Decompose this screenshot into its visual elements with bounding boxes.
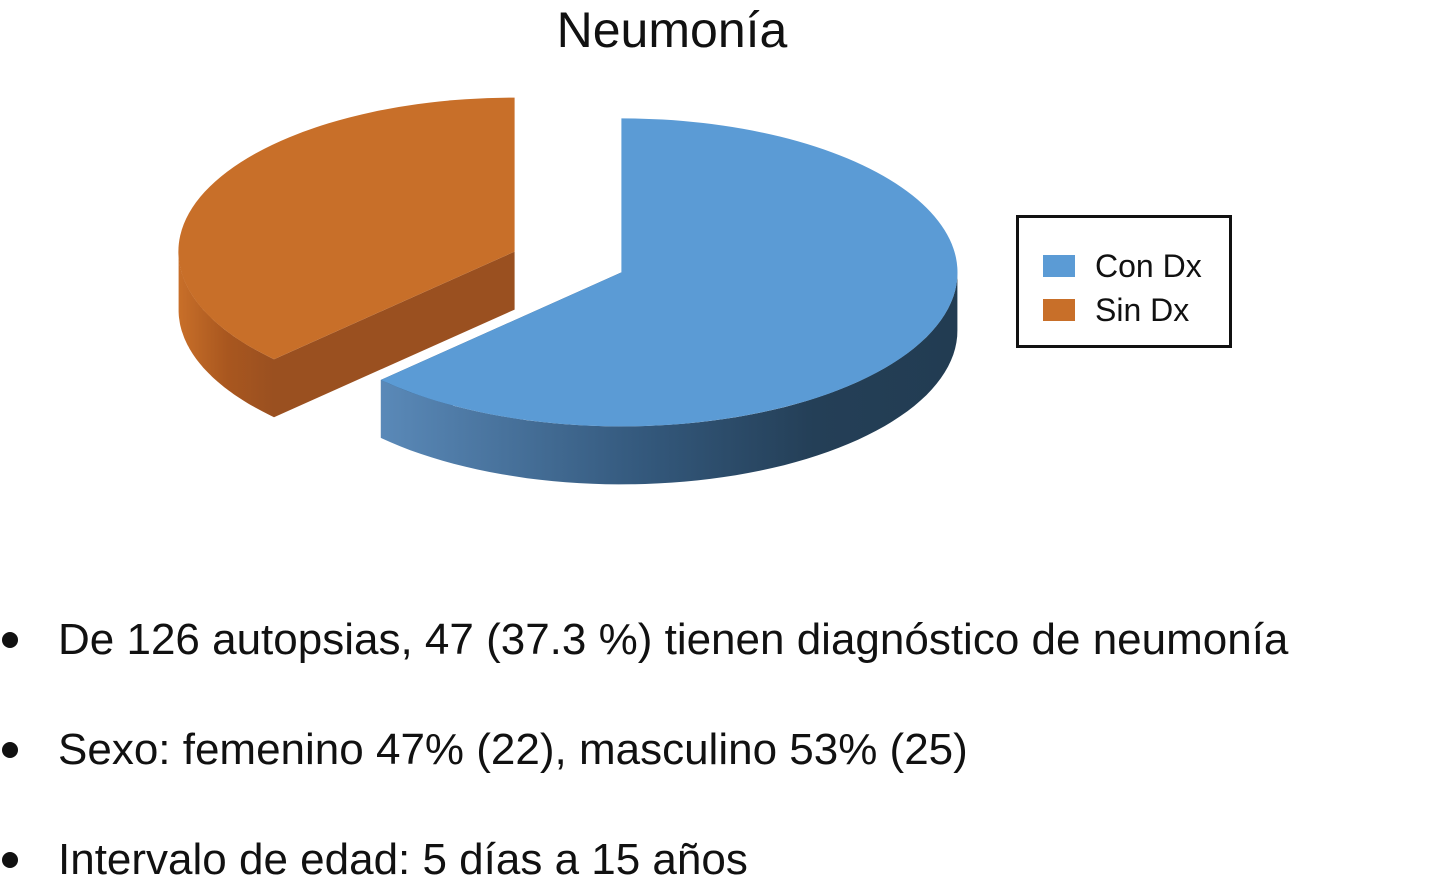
bullet-dot-icon	[2, 742, 18, 758]
bullet-text: De 126 autopsias, 47 (37.3 %) tienen dia…	[58, 615, 1289, 664]
list-item: Intervalo de edad: 5 días a 15 años	[0, 834, 748, 886]
legend-item-sin-dx: Sin Dx	[1043, 292, 1189, 328]
pie-slice-sin-dx	[178, 97, 515, 360]
pie-chart	[178, 97, 958, 485]
list-item: Sexo: femenino 47% (22), masculino 53% (…	[0, 724, 968, 776]
legend-label-con-dx: Con Dx	[1095, 248, 1202, 284]
legend-swatch-sin-dx	[1043, 299, 1075, 321]
pie-slice-con-dx	[380, 118, 958, 427]
pie-side-con-dx	[380, 272, 958, 485]
bullet-text: Sexo: femenino 47% (22), masculino 53% (…	[58, 725, 968, 774]
chart-title: Neumonía	[556, 2, 788, 58]
pie-cut-face-sin-dx	[274, 251, 515, 418]
legend-swatch-con-dx	[1043, 255, 1075, 277]
bullet-dot-icon	[2, 852, 18, 868]
chart-legend: Con Dx Sin Dx	[1016, 215, 1232, 348]
legend-item-con-dx: Con Dx	[1043, 248, 1202, 284]
bullet-text: Intervalo de edad: 5 días a 15 años	[58, 835, 748, 884]
bullet-dot-icon	[2, 632, 18, 648]
list-item: De 126 autopsias, 47 (37.3 %) tienen dia…	[0, 614, 1288, 666]
legend-label-sin-dx: Sin Dx	[1095, 292, 1190, 328]
pie-side-sin-dx	[178, 251, 274, 418]
